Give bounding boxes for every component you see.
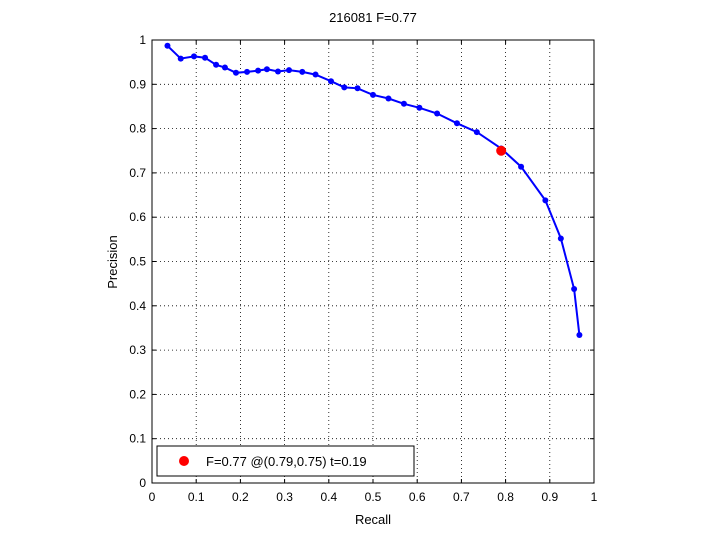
data-point xyxy=(341,84,348,91)
y-tick-label: 0.5 xyxy=(129,255,146,269)
y-tick-label: 0.9 xyxy=(129,77,146,91)
x-tick-label: 0.8 xyxy=(497,490,514,504)
data-point xyxy=(177,55,184,62)
x-axis: 0 0.1 0.2 0.3 0.4 0.5 0.6 0.7 0.8 0.9 1 xyxy=(149,40,598,504)
data-point xyxy=(244,68,251,75)
x-tick-label: 0.6 xyxy=(409,490,426,504)
data-point xyxy=(164,42,171,49)
data-point xyxy=(571,285,578,292)
x-tick-label: 0.1 xyxy=(188,490,205,504)
data-point xyxy=(370,91,376,98)
y-tick-label: 0.6 xyxy=(129,210,146,224)
y-tick-label: 0.3 xyxy=(129,343,146,357)
x-tick-label: 0.4 xyxy=(320,490,337,504)
legend-box xyxy=(156,445,415,477)
data-point xyxy=(255,67,262,74)
data-point xyxy=(312,71,319,78)
y-axis: 0 0.1 0.2 0.3 0.4 0.5 0.6 0.7 0.8 0.9 1 xyxy=(129,33,594,490)
data-point xyxy=(232,69,239,76)
x-tick-label: 0.3 xyxy=(276,490,293,504)
data-point xyxy=(354,85,361,92)
y-tick-label: 0.2 xyxy=(129,387,146,401)
y-tick-label: 0 xyxy=(139,476,146,490)
best-f-marker-layer xyxy=(496,145,507,156)
data-point xyxy=(263,66,270,73)
data-point xyxy=(518,163,525,170)
data-point xyxy=(213,61,220,68)
x-tick-label: 1 xyxy=(591,490,598,504)
data-point xyxy=(576,332,583,339)
legend-label: F=0.77 @(0.79,0.75) t=0.19 xyxy=(206,454,367,469)
data-point xyxy=(385,95,392,102)
data-point xyxy=(434,110,441,117)
data-point xyxy=(202,54,209,61)
legend: F=0.77 @(0.79,0.75) t=0.19 xyxy=(156,445,415,477)
data-point xyxy=(542,197,549,204)
y-tick-label: 0.8 xyxy=(129,122,146,136)
x-tick-label: 0.2 xyxy=(232,490,249,504)
x-axis-label: Recall xyxy=(355,512,391,527)
data-point xyxy=(221,64,228,71)
data-point xyxy=(274,68,281,75)
x-tick-label: 0 xyxy=(149,490,156,504)
grid xyxy=(152,40,594,483)
data-point xyxy=(473,129,480,136)
data-point xyxy=(299,68,306,75)
data-point xyxy=(400,100,407,107)
data-point xyxy=(453,120,460,127)
y-tick-label: 0.4 xyxy=(129,299,146,313)
y-tick-label: 1 xyxy=(139,33,146,47)
chart-title: 216081 F=0.77 xyxy=(329,10,417,25)
x-tick-label: 0.7 xyxy=(453,490,470,504)
data-point xyxy=(557,235,564,242)
data-point xyxy=(286,67,293,74)
data-point xyxy=(416,104,423,111)
data-point xyxy=(190,53,197,60)
y-axis-label: Precision xyxy=(105,235,120,288)
x-tick-label: 0.5 xyxy=(365,490,382,504)
best-f-marker xyxy=(496,145,507,156)
y-tick-label: 0.7 xyxy=(129,166,146,180)
legend-marker xyxy=(179,456,189,466)
x-tick-label: 0.9 xyxy=(541,490,558,504)
y-tick-label: 0.1 xyxy=(129,432,146,446)
data-point xyxy=(328,78,335,85)
